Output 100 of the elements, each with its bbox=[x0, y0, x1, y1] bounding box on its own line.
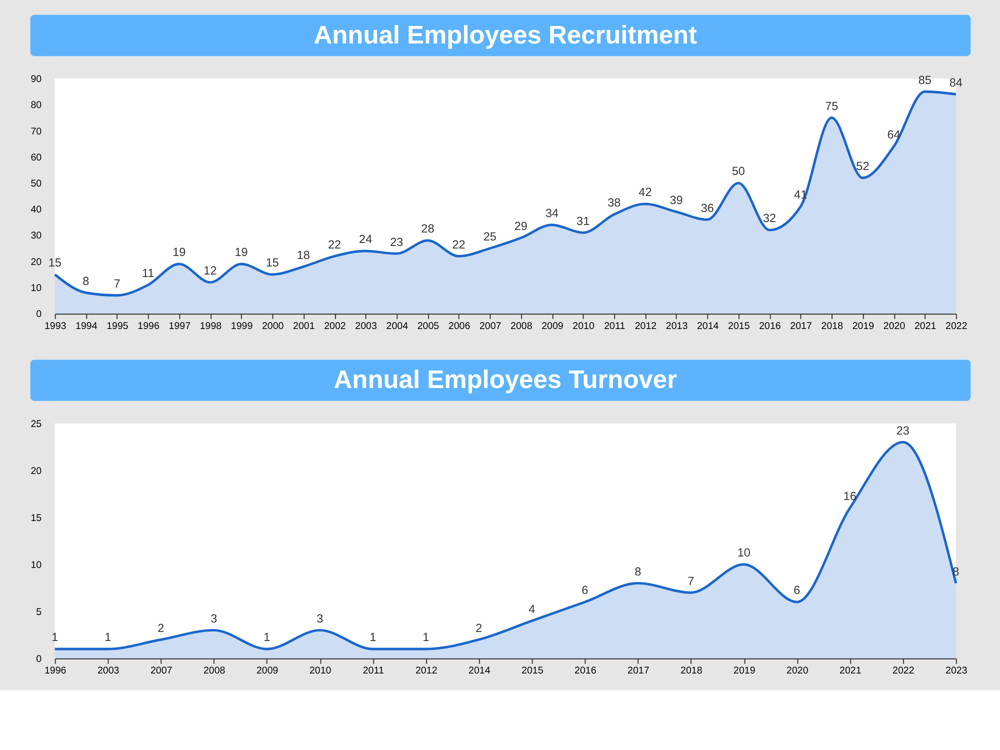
data-label: 39 bbox=[670, 194, 683, 207]
x-tick-label: 2016 bbox=[759, 320, 782, 332]
x-tick-label: 2019 bbox=[734, 666, 756, 677]
data-label: 34 bbox=[545, 207, 559, 220]
x-tick-label: 2004 bbox=[386, 320, 409, 332]
x-tick-label: 2021 bbox=[914, 320, 936, 332]
x-tick-label: 2000 bbox=[262, 320, 284, 332]
y-tick-label: 80 bbox=[30, 100, 42, 112]
y-tick-label: 15 bbox=[30, 512, 42, 524]
y-tick-label: 25 bbox=[30, 418, 42, 430]
data-label: 23 bbox=[896, 424, 910, 438]
data-label: 42 bbox=[638, 186, 652, 200]
data-label: 28 bbox=[421, 222, 435, 236]
y-tick-label: 90 bbox=[30, 74, 42, 86]
x-tick-label: 1993 bbox=[44, 320, 67, 332]
x-tick-label: 2009 bbox=[256, 666, 278, 677]
data-label: 8 bbox=[82, 274, 90, 288]
x-tick-label: 2009 bbox=[542, 320, 564, 332]
x-tick-label: 1997 bbox=[168, 320, 191, 332]
data-label: 3 bbox=[210, 612, 218, 626]
x-tick-label: 2014 bbox=[696, 320, 720, 332]
data-label: 8 bbox=[634, 565, 642, 578]
y-tick-label: 60 bbox=[30, 152, 42, 164]
x-tick-label: 1995 bbox=[106, 320, 129, 332]
y-tick-label: 30 bbox=[30, 230, 42, 242]
x-tick-label: 2002 bbox=[324, 320, 346, 332]
data-label: 19 bbox=[172, 246, 186, 260]
data-label: 18 bbox=[296, 248, 310, 262]
data-label: 4 bbox=[528, 602, 536, 616]
data-label: 25 bbox=[483, 230, 497, 244]
data-label: 22 bbox=[452, 238, 466, 252]
data-label: 3 bbox=[316, 612, 324, 626]
data-label: 1 bbox=[104, 631, 112, 644]
x-tick-label: 2020 bbox=[883, 320, 906, 332]
data-label: 1 bbox=[52, 631, 58, 644]
x-tick-label: 1999 bbox=[230, 320, 253, 332]
y-tick-label: 0 bbox=[36, 309, 42, 320]
x-tick-label: 2022 bbox=[946, 320, 968, 332]
x-tick-label: 2008 bbox=[203, 666, 226, 677]
data-label: 11 bbox=[142, 267, 154, 280]
data-label: 23 bbox=[390, 236, 404, 249]
y-tick-label: 20 bbox=[30, 256, 42, 268]
x-tick-label: 2021 bbox=[840, 666, 862, 677]
x-tick-label: 2019 bbox=[852, 320, 874, 332]
x-tick-label: 2011 bbox=[362, 666, 384, 677]
x-tick-label: 2010 bbox=[309, 666, 332, 677]
x-tick-label: 2022 bbox=[892, 666, 914, 677]
data-label: 2 bbox=[476, 622, 482, 635]
x-tick-label: 2016 bbox=[574, 666, 597, 677]
data-label: 16 bbox=[843, 490, 857, 504]
x-tick-label: 2017 bbox=[628, 666, 650, 677]
data-label: 85 bbox=[918, 74, 932, 87]
x-tick-label: 1996 bbox=[138, 320, 160, 332]
x-tick-label: 2006 bbox=[448, 320, 471, 332]
data-label: 36 bbox=[700, 202, 714, 215]
data-label: 15 bbox=[48, 256, 62, 270]
x-tick-label: 2018 bbox=[821, 320, 844, 332]
data-label: 50 bbox=[732, 165, 746, 178]
x-tick-label: 2014 bbox=[468, 666, 491, 677]
y-tick-label: 0 bbox=[36, 654, 42, 665]
x-tick-label: 2008 bbox=[510, 320, 533, 332]
x-tick-label: 2017 bbox=[790, 320, 812, 332]
x-tick-label: 1998 bbox=[200, 320, 222, 332]
data-label: 38 bbox=[608, 196, 622, 210]
chart-title: Annual Employees Recruitment bbox=[314, 21, 698, 50]
data-label: 7 bbox=[688, 574, 694, 588]
x-tick-label: 2012 bbox=[634, 320, 657, 332]
data-label: 1 bbox=[264, 631, 270, 644]
data-label: 7 bbox=[114, 278, 120, 291]
x-tick-label: 2015 bbox=[521, 666, 544, 677]
data-label: 22 bbox=[328, 238, 342, 252]
x-tick-label: 2020 bbox=[786, 666, 809, 677]
data-label: 52 bbox=[856, 160, 870, 174]
y-tick-label: 10 bbox=[30, 560, 42, 571]
x-tick-label: 2013 bbox=[666, 320, 688, 332]
data-label: 6 bbox=[582, 584, 589, 598]
x-tick-label: 2003 bbox=[355, 320, 378, 332]
x-tick-label: 2015 bbox=[728, 320, 750, 332]
y-tick-label: 40 bbox=[30, 204, 42, 216]
data-label: 2 bbox=[158, 622, 164, 635]
x-tick-label: 2005 bbox=[417, 320, 440, 332]
data-label: 1 bbox=[370, 631, 376, 644]
x-tick-label: 2001 bbox=[293, 320, 315, 332]
chart-title: Annual Employees Turnover bbox=[334, 366, 678, 394]
data-label: 12 bbox=[204, 264, 217, 278]
y-tick-label: 20 bbox=[30, 466, 42, 477]
data-label: 29 bbox=[514, 220, 528, 234]
data-label: 19 bbox=[234, 246, 248, 260]
data-label: 75 bbox=[825, 100, 839, 113]
data-label: 15 bbox=[266, 256, 280, 270]
x-tick-label: 2010 bbox=[572, 320, 595, 332]
x-tick-label: 2003 bbox=[97, 666, 120, 677]
data-label: 31 bbox=[576, 214, 590, 228]
y-tick-label: 70 bbox=[30, 126, 42, 138]
x-tick-label: 1994 bbox=[76, 320, 98, 332]
data-label: 1 bbox=[422, 631, 430, 644]
x-tick-label: 2012 bbox=[415, 666, 438, 677]
data-label: 6 bbox=[794, 584, 801, 598]
data-label: 10 bbox=[737, 546, 751, 560]
data-label: 24 bbox=[359, 233, 373, 246]
